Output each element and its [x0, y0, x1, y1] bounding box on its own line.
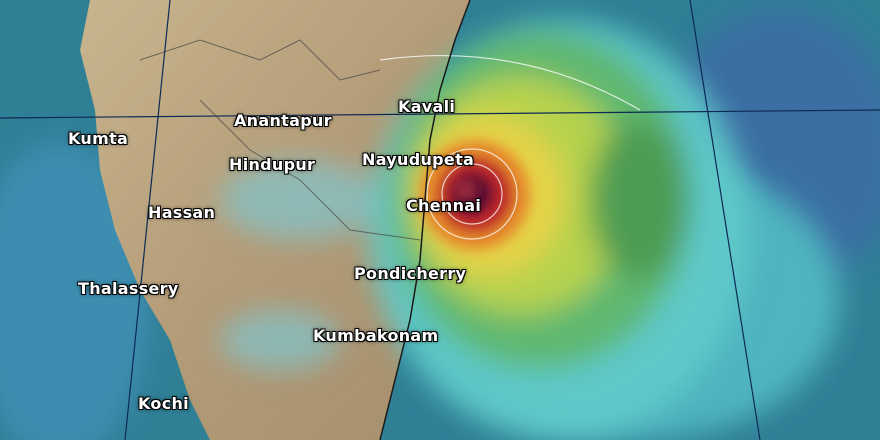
city-label-kavali: Kavali	[398, 97, 456, 116]
city-label-thalassery: Thalassery	[78, 279, 179, 298]
state-borders	[139, 39, 421, 241]
city-label-kumta: Kumta	[68, 129, 129, 148]
city-label-hindupur: Hindupur	[229, 155, 316, 174]
city-label-pondicherry: Pondicherry	[354, 264, 467, 283]
city-label-chennai: Chennai	[406, 196, 482, 215]
city-label-kochi: Kochi	[138, 394, 189, 413]
city-label-anantapur: Anantapur	[234, 111, 332, 130]
contours	[379, 54, 641, 240]
city-label-hassan: Hassan	[148, 203, 216, 222]
coastline	[379, 0, 471, 440]
city-label-nayudupeta: Nayudupeta	[362, 150, 475, 169]
city-label-kumbakonam: Kumbakonam	[313, 326, 439, 345]
